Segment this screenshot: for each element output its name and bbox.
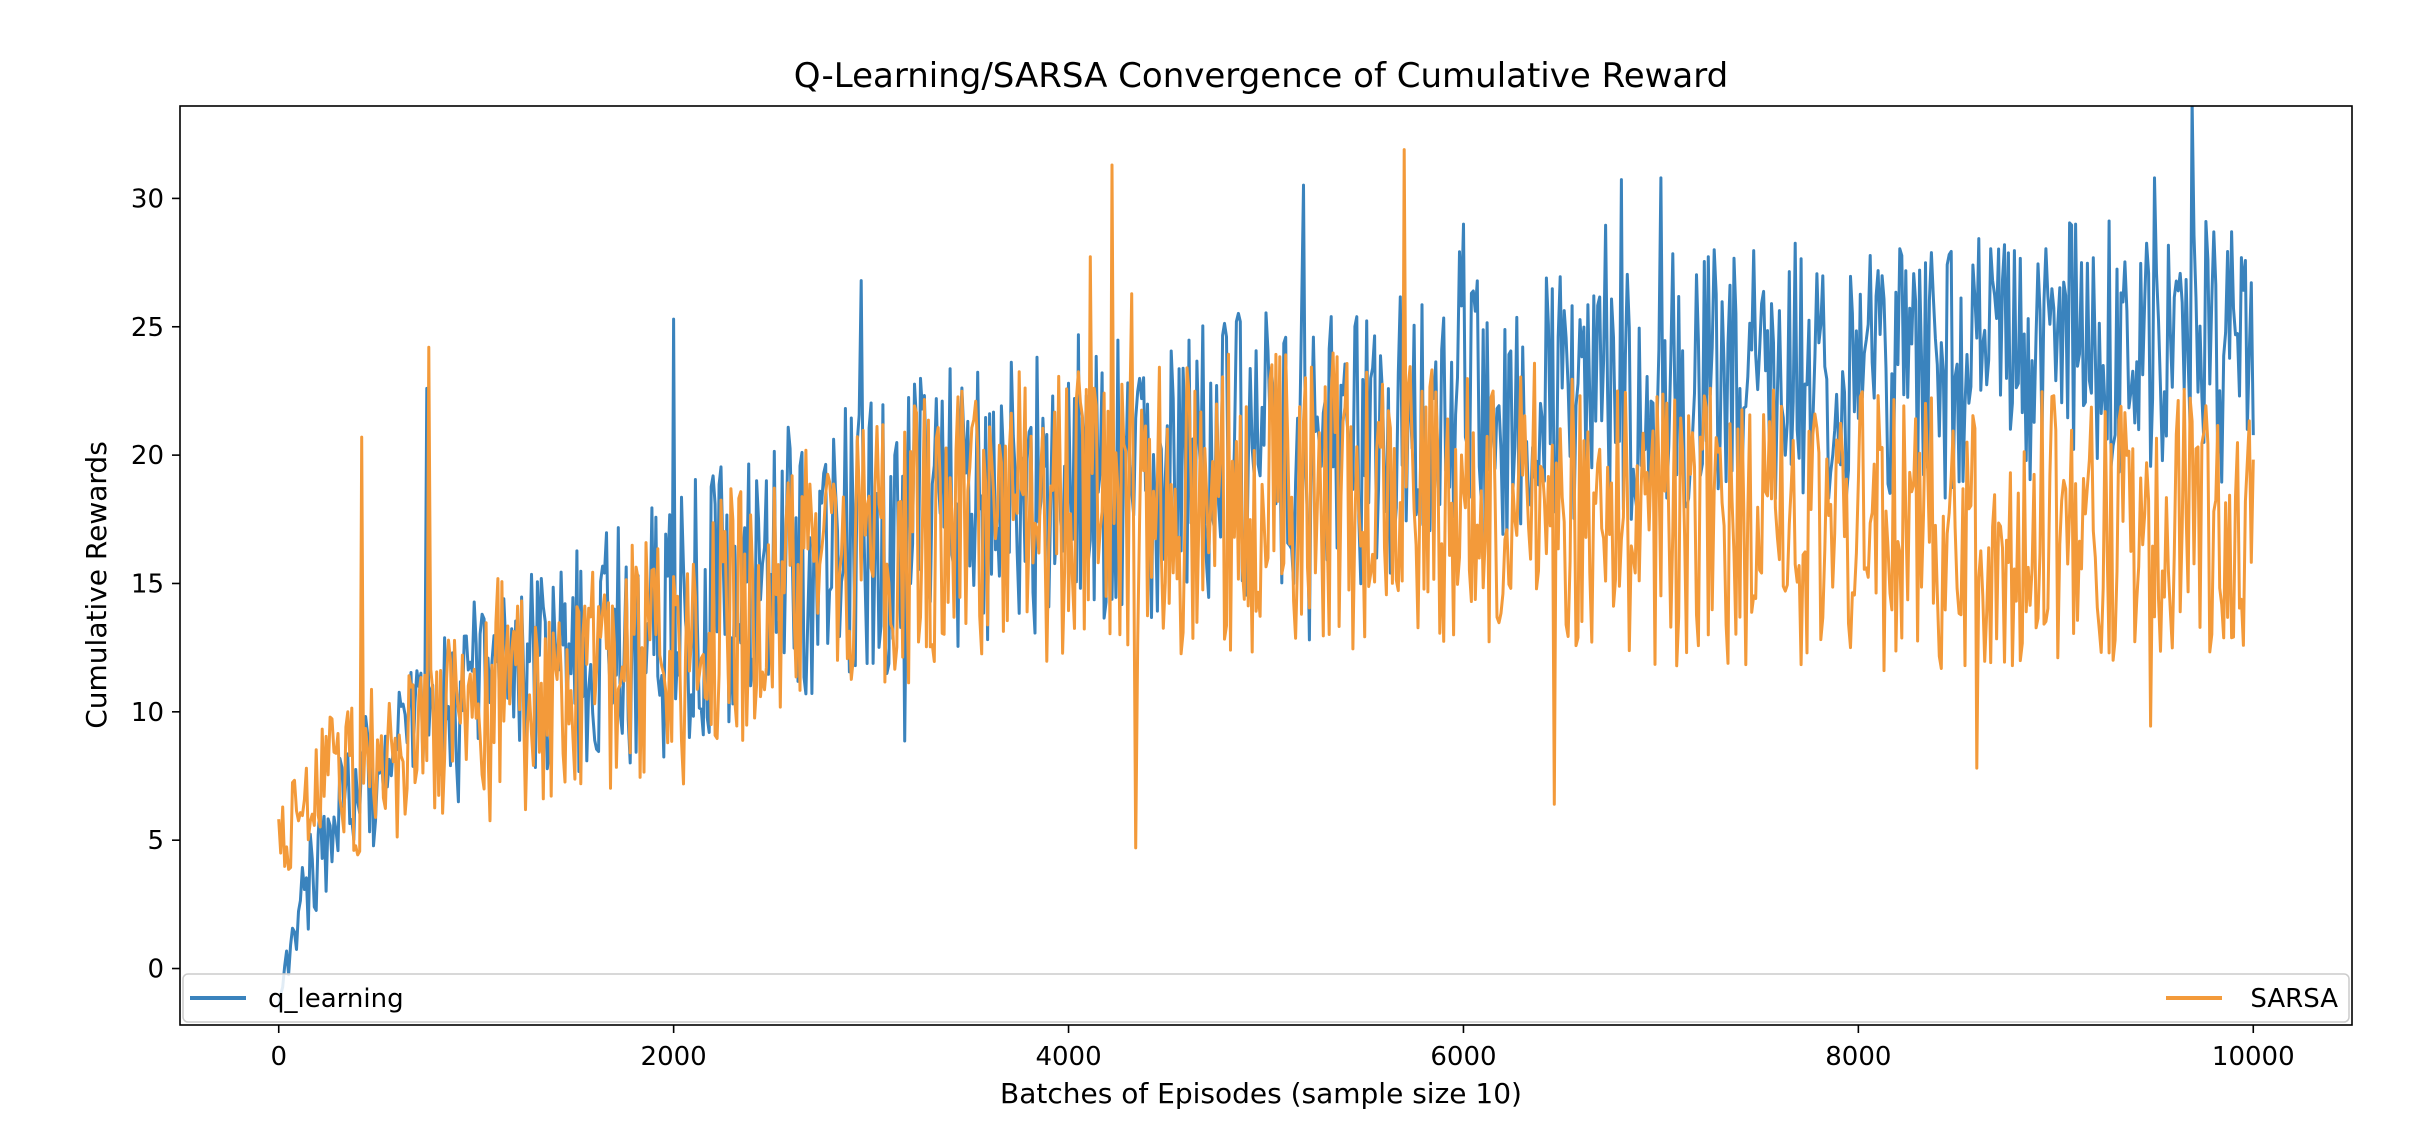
plot-area bbox=[277, 106, 2255, 1009]
x-tick-label: 8000 bbox=[1825, 1042, 1891, 1072]
legend-label-sarsa: SARSA bbox=[2250, 984, 2338, 1014]
y-tick-label: 0 bbox=[147, 955, 164, 985]
y-tick-label: 10 bbox=[131, 698, 164, 728]
legend: q_learning SARSA bbox=[182, 973, 2350, 1023]
y-tick-label: 30 bbox=[131, 184, 164, 214]
x-tick-label: 0 bbox=[270, 1042, 287, 1072]
x-tick-label: 4000 bbox=[1035, 1042, 1101, 1072]
y-tick-label: 20 bbox=[131, 441, 164, 471]
legend-label-q-learning: q_learning bbox=[268, 984, 404, 1014]
x-tick-label: 10000 bbox=[2212, 1042, 2295, 1072]
y-axis-label: Cumulative Rewards bbox=[80, 441, 113, 729]
series-line-sarsa bbox=[277, 148, 2255, 871]
y-tick-label: 25 bbox=[131, 313, 164, 343]
x-axis-label: Batches of Episodes (sample size 10) bbox=[1000, 1077, 1522, 1110]
axes-frame bbox=[179, 105, 2353, 1026]
y-tick-label: 5 bbox=[147, 826, 164, 856]
x-tick-label: 6000 bbox=[1430, 1042, 1496, 1072]
axes: 0 2000 4000 6000 8000 10000 0 5 10 15 20 25 30 bbox=[131, 105, 2353, 1072]
legend-frame bbox=[182, 973, 2350, 1023]
y-tick-label: 15 bbox=[131, 569, 164, 599]
chart-title: Q-Learning/SARSA Convergence of Cumulati… bbox=[794, 56, 1728, 96]
x-tick-label: 2000 bbox=[641, 1042, 707, 1072]
